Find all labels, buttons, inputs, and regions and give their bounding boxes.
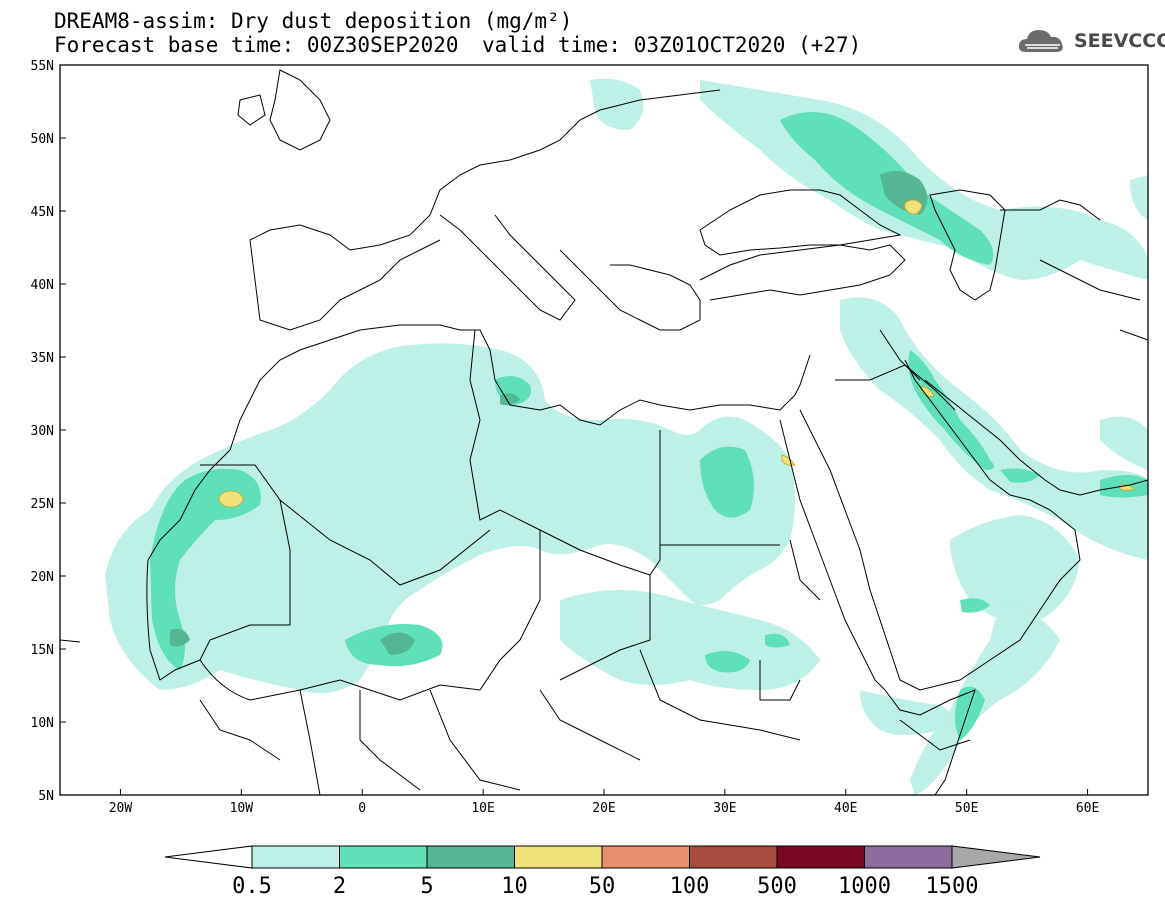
colorbar-segment [601,845,690,869]
valid-time: valid time: 03Z01OCT2020 (+27) [482,33,862,57]
colorbar-segment [426,845,515,869]
colorbar-label: 1500 [926,874,979,899]
colorbar-segment [776,845,865,869]
deposition-shading [105,78,1148,795]
lon-tick-label: 0 [358,801,366,816]
colorbar-under-arrow [164,845,253,869]
lon-tick-label: 10W [230,801,254,816]
lon-tick-label: 10E [471,801,494,816]
colorbar-label: 2 [333,874,346,899]
colorbar-segment [514,845,603,869]
map-title: DREAM8-assim: Dry dust deposition (mg/m²… [54,9,573,33]
lat-tick-label: 50N [31,132,54,147]
lat-tick-label: 10N [31,716,54,731]
latitude-axis: 55N 50N 45N 40N 35N 30N 25N 20N 15N 10N 5N [31,59,66,804]
colorbar-label: 500 [757,874,797,899]
lat-tick-label: 15N [31,643,54,658]
coastlines-and-borders [60,69,1148,795]
colorbar-label: 100 [670,874,710,899]
colorbar-segment [864,845,953,869]
lat-tick-label: 30N [31,424,54,439]
seevccc-logo: SEEVCCC [1016,24,1165,60]
lat-tick-label: 40N [31,278,54,293]
lat-tick-label: 5N [38,789,54,804]
cloud-icon [1018,30,1063,52]
colorbar-label: 1000 [838,874,891,899]
colorbar: 0.5 2 5 10 50 100 500 1000 1500 [164,845,1041,899]
lon-tick-label: 20E [592,801,615,816]
lon-tick-label: 50E [955,801,978,816]
lat-tick-label: 35N [31,351,54,366]
lat-tick-label: 55N [31,59,54,74]
lat-tick-label: 25N [31,497,54,512]
lon-tick-label: 60E [1076,801,1099,816]
colorbar-segment [689,845,778,869]
colorbar-segment [251,845,340,869]
colorbar-label: 50 [589,874,616,899]
lat-tick-label: 45N [31,205,54,220]
colorbar-over-arrow [951,845,1041,869]
lat-tick-label: 20N [31,570,54,585]
colorbar-label: 0.5 [232,874,272,899]
colorbar-segment [339,845,428,869]
colorbar-label: 5 [420,874,433,899]
lon-tick-label: 30E [713,801,736,816]
forecast-base-time: Forecast base time: 00Z30SEP2020 [54,33,459,57]
lon-tick-label: 20W [109,801,133,816]
lon-tick-label: 40E [834,801,857,816]
colorbar-label: 10 [501,874,528,899]
longitude-axis: 20W 10W 0 10E 20E 30E 40E 50E 60E [109,789,1099,816]
